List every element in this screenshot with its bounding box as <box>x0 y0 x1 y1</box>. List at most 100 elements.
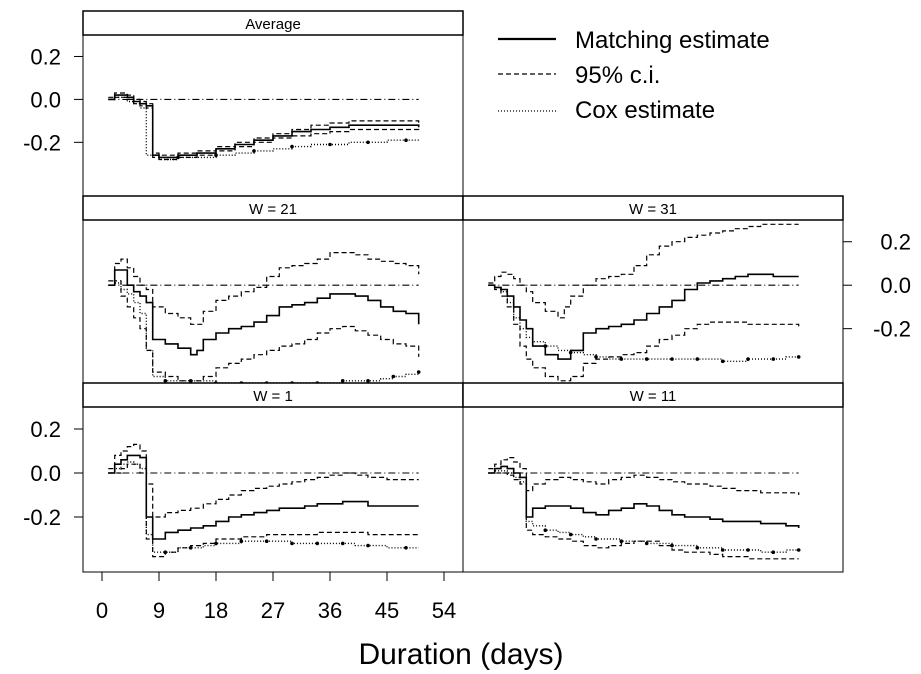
average-estimate-line <box>108 94 420 159</box>
cox-point <box>568 532 573 537</box>
series-group-w11 <box>488 457 801 560</box>
cox-point <box>670 357 674 361</box>
panel-w21: W = 21 <box>82 195 464 385</box>
y-tick-label: -0.2 <box>23 130 61 155</box>
w11-ci-lower-line <box>488 472 799 560</box>
cox-point <box>214 153 218 157</box>
w31-ci-lower-line <box>488 284 800 382</box>
w1-estimate-line <box>108 454 419 540</box>
cox-point <box>796 548 801 552</box>
plot-area-w21 <box>82 219 464 384</box>
cox-point <box>695 357 700 361</box>
w11-ci-upper-line <box>488 457 800 495</box>
w21-cox-line <box>108 282 420 384</box>
cox-point <box>720 548 725 552</box>
y-tick-label: 0.2 <box>30 417 61 442</box>
y-tick-label: 0.2 <box>880 230 911 255</box>
y-tick-label: 0.0 <box>880 273 911 298</box>
cox-point <box>366 543 370 548</box>
cox-point <box>796 355 801 359</box>
cox-point <box>188 379 193 383</box>
average-ci-lower-line <box>108 96 420 161</box>
cox-point <box>619 357 624 361</box>
cox-point <box>746 548 750 552</box>
strip-title-w31: W = 31 <box>629 201 677 218</box>
cox-point <box>568 350 573 355</box>
panel-w1: W = 1 <box>82 382 464 573</box>
cox-point <box>239 539 244 543</box>
y-tick-label: -0.2 <box>873 317 911 342</box>
y-tick-label: 0.0 <box>30 461 61 486</box>
cox-point <box>416 370 421 374</box>
cox-point <box>594 355 598 359</box>
cox-point <box>290 144 294 149</box>
cox-point <box>366 140 370 145</box>
legend: Matching estimate 95% c.i. Cox estimate <box>498 27 770 124</box>
x-tick-label: 54 <box>432 598 456 623</box>
y-tick-label: 0.2 <box>30 44 61 69</box>
x-tick-label: 36 <box>318 598 342 623</box>
legend-label-ci: 95% c.i. <box>575 62 660 89</box>
y-tick-label: -0.2 <box>23 505 61 530</box>
panel-w31: W = 31 <box>462 195 844 384</box>
panel-average: Average <box>82 10 464 197</box>
strip-title-average: Average <box>245 16 301 33</box>
series-group-w21 <box>108 252 421 385</box>
strip-average <box>82 10 464 36</box>
axes: 0.2 0.0 -0.2 0.2 0.0 -0.2 0.2 0.0 -0.2 0 9 18 27 36 45… <box>23 44 911 623</box>
cox-point <box>644 357 649 361</box>
strip-w31 <box>462 195 844 221</box>
x-tick-label: 18 <box>204 598 228 623</box>
w21-estimate-line <box>108 269 420 356</box>
cox-point <box>315 541 320 546</box>
cox-point <box>746 357 750 361</box>
cox-point <box>594 537 598 541</box>
plot-area-w11 <box>462 406 844 573</box>
cox-point <box>328 142 332 147</box>
plot-area-average <box>82 34 464 197</box>
w31-cox-line <box>488 284 799 362</box>
w21-ci-upper-line <box>108 252 420 325</box>
cox-point <box>543 528 548 532</box>
legend-label-cox: Cox estimate <box>575 97 715 124</box>
strip-title-w11: W = 11 <box>630 388 677 405</box>
cox-point <box>720 359 725 364</box>
x-tick-label: 9 <box>153 598 165 623</box>
average-ci-upper-line <box>108 92 420 156</box>
cox-point <box>771 357 776 361</box>
legend-label-estimate: Matching estimate <box>575 27 770 54</box>
strip-title-w21: W = 21 <box>249 201 297 218</box>
cox-point <box>163 550 168 554</box>
strip-title-w1: W = 1 <box>253 388 293 405</box>
x-tick-label: 0 <box>96 598 108 623</box>
x-axis-label: Duration (days) <box>358 638 563 671</box>
series-group-average <box>108 92 420 161</box>
cox-point <box>340 379 345 383</box>
cox-point <box>543 344 548 348</box>
cox-point <box>290 541 294 546</box>
cox-point <box>163 379 168 383</box>
w31-ci-upper-line <box>488 223 799 319</box>
average-cox-line <box>108 96 420 161</box>
w11-estimate-line <box>488 465 800 528</box>
x-tick-label: 45 <box>375 598 399 623</box>
cox-point <box>252 149 256 153</box>
cox-point <box>619 539 624 543</box>
w1-ci-lower-line <box>108 463 419 558</box>
cox-point <box>771 550 776 554</box>
cox-point <box>404 546 408 550</box>
cox-point <box>340 541 345 546</box>
panel-w11: W = 11 <box>462 382 844 573</box>
w21-ci-lower-line <box>108 280 420 382</box>
cox-point <box>695 546 700 550</box>
series-group-w31 <box>488 223 801 382</box>
cox-point <box>264 539 269 543</box>
strip-w1 <box>82 382 464 408</box>
cox-point <box>188 546 193 550</box>
y-tick-label: 0.0 <box>30 87 61 112</box>
cox-point <box>644 541 649 546</box>
cox-point <box>366 379 370 383</box>
series-group-w1 <box>108 443 419 558</box>
cox-point <box>670 543 674 548</box>
